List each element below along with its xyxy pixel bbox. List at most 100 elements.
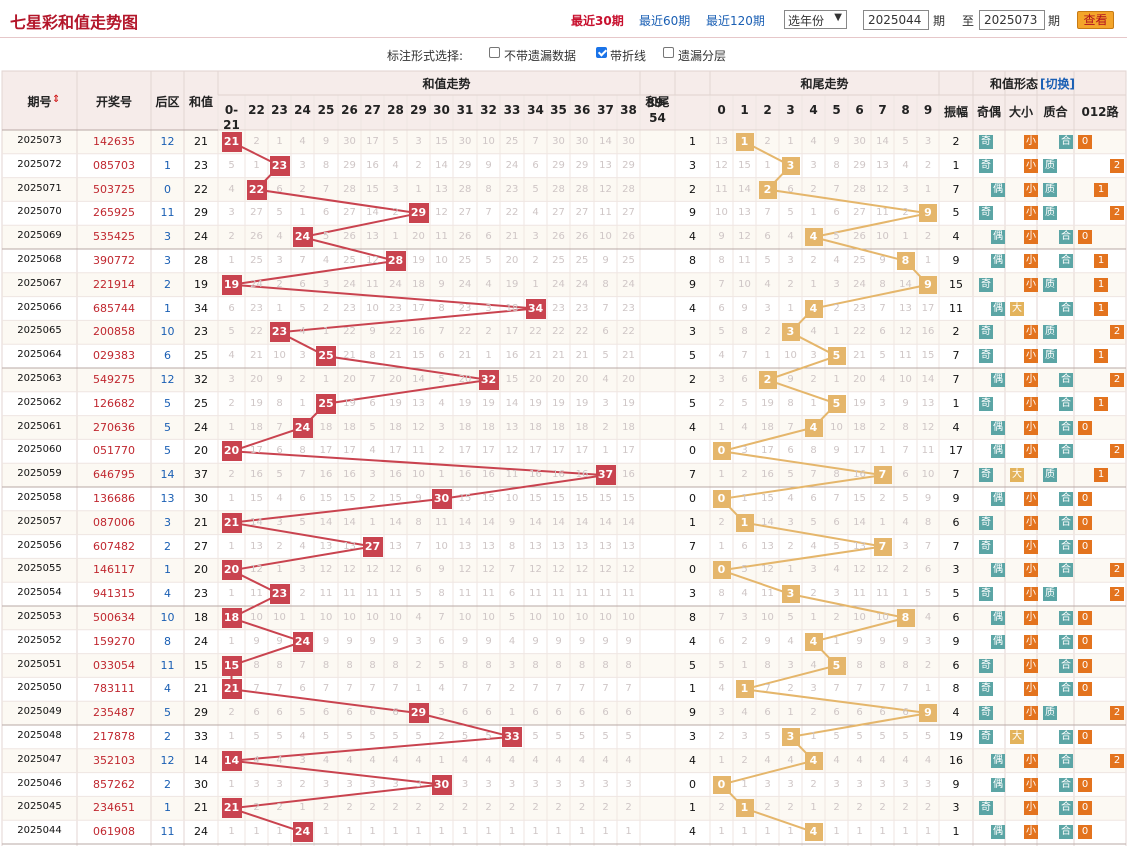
- omission-cell: 10: [319, 612, 333, 623]
- layer-checkbox[interactable]: [663, 47, 674, 58]
- query-button[interactable]: 查看: [1077, 11, 1114, 29]
- omission-cell: 2: [924, 159, 932, 171]
- omission-cell: 2: [555, 802, 562, 814]
- omission-cell: 5: [532, 731, 539, 742]
- omission-cell: 18: [853, 421, 866, 433]
- omission-cell: 10: [738, 278, 751, 290]
- omission-cell: 2: [532, 802, 539, 814]
- omission-cell: 5: [508, 612, 516, 623]
- omission-cell: 17: [412, 302, 425, 314]
- omission-cell: 14: [529, 516, 542, 528]
- chevron-down-icon: ▼: [834, 12, 842, 23]
- tail-mark: 1: [735, 680, 754, 699]
- sum-bin-header: 39- 54: [646, 96, 669, 125]
- period-60-link[interactable]: 最近60期: [639, 14, 691, 28]
- omission-cell: 8: [578, 659, 586, 671]
- omission-cell: 15: [482, 493, 495, 504]
- omission-cell: 16: [575, 469, 589, 481]
- draw-number: 549275: [93, 373, 135, 386]
- tail-mark: 4: [804, 751, 823, 770]
- range-end-input[interactable]: 2025073: [979, 10, 1045, 30]
- omission-cell: 6: [856, 707, 863, 719]
- omission-cell: 1: [902, 826, 909, 838]
- sum-mark: 23: [269, 155, 290, 176]
- omission-cell: 30: [853, 136, 866, 147]
- omission-cell: 16: [761, 469, 774, 481]
- omission-cell: 8: [741, 326, 748, 338]
- route-tag: 1: [1094, 301, 1108, 316]
- omission-cell: 9: [346, 635, 353, 647]
- tail-mark: 5: [827, 394, 846, 413]
- sum-mark: 25: [316, 393, 336, 414]
- omission-cell: 6: [833, 707, 840, 719]
- tail-mark: 8: [896, 251, 915, 270]
- page-title: 七星彩和值走势图: [10, 13, 139, 32]
- period-120-link[interactable]: 最近120期: [706, 14, 765, 28]
- period-30-link[interactable]: 最近30期: [571, 14, 624, 28]
- omission-cell: 3: [438, 421, 445, 433]
- omission-cell: 17: [853, 445, 866, 457]
- omission-cell: 9: [253, 635, 260, 647]
- omission-cell: 23: [343, 302, 356, 314]
- draw-number: 033054: [93, 658, 135, 672]
- omission-cell: 18: [505, 302, 519, 314]
- omission-cell: 3: [787, 659, 794, 671]
- omission-cell: 4: [902, 754, 909, 766]
- omission-cell: 20: [853, 374, 866, 385]
- omission-cell: 13: [622, 540, 635, 552]
- omission-cell: 10: [715, 207, 728, 219]
- prime-composite-tag: 合: [1059, 777, 1073, 792]
- omission-cell: 7: [438, 612, 445, 623]
- sort-icon[interactable]: ⇕: [52, 94, 61, 105]
- odd-even-tag: 偶: [991, 420, 1005, 435]
- no-omission-checkbox[interactable]: [489, 47, 500, 58]
- omission-cell: 3: [555, 778, 562, 790]
- omission-cell: 9: [322, 635, 330, 647]
- omission-cell: 6: [532, 707, 539, 719]
- omission-cell: 6: [322, 707, 330, 719]
- omission-cell: 3: [508, 778, 516, 790]
- omission-cell: 1: [718, 754, 725, 766]
- year-select[interactable]: 选年份 ▼: [784, 10, 847, 29]
- omission-cell: 13: [876, 159, 889, 171]
- omission-cell: 4: [787, 493, 794, 504]
- switch-link[interactable]: [切换]: [1040, 77, 1075, 91]
- omission-cell: 7: [833, 183, 840, 195]
- range-start-input[interactable]: 2025044: [863, 10, 929, 30]
- no-omission-label[interactable]: 不带遗漏数据: [504, 49, 577, 63]
- route-tag: 0: [1078, 491, 1092, 506]
- omission-cell: 13: [343, 540, 356, 552]
- omission-cell: 30: [552, 136, 565, 147]
- period-cell: 2025063: [17, 373, 62, 384]
- omission-cell: 12: [599, 564, 612, 576]
- omission-cell: 3: [741, 731, 748, 742]
- header-period[interactable]: 期号: [27, 95, 52, 109]
- omission-cell: 2: [461, 802, 469, 814]
- layer-label[interactable]: 遗漏分层: [678, 49, 727, 63]
- omission-cell: 2: [879, 421, 886, 433]
- omission-cell: 9: [438, 278, 445, 290]
- prime-composite-tag: 合: [1059, 491, 1073, 506]
- omission-cell: 12: [738, 231, 751, 243]
- omission-cell: 11: [599, 207, 612, 219]
- omission-cell: 5: [718, 326, 725, 338]
- omission-cell: 1: [741, 659, 748, 671]
- back-number: 2: [164, 277, 171, 291]
- omission-cell: 17: [343, 445, 356, 457]
- polyline-label[interactable]: 带折线: [610, 49, 647, 63]
- omission-cell: 12: [715, 159, 728, 171]
- omission-cell: 16: [389, 469, 402, 481]
- omission-cell: 9: [322, 136, 330, 147]
- omission-cell: 28: [575, 183, 589, 195]
- omission-cell: 5: [902, 731, 909, 742]
- omission-cell: 14: [599, 136, 612, 147]
- omission-cell: 16: [366, 159, 379, 171]
- omission-cell: 2: [787, 540, 794, 552]
- size-tag: 小: [1024, 158, 1038, 173]
- omission-cell: 11: [505, 469, 519, 481]
- sum-mark: 19: [221, 274, 242, 295]
- period-cell: 2025057: [17, 515, 62, 527]
- odd-even-tag: 奇: [979, 277, 993, 292]
- polyline-checkbox[interactable]: [596, 47, 607, 58]
- omission-cell: 13: [599, 540, 612, 552]
